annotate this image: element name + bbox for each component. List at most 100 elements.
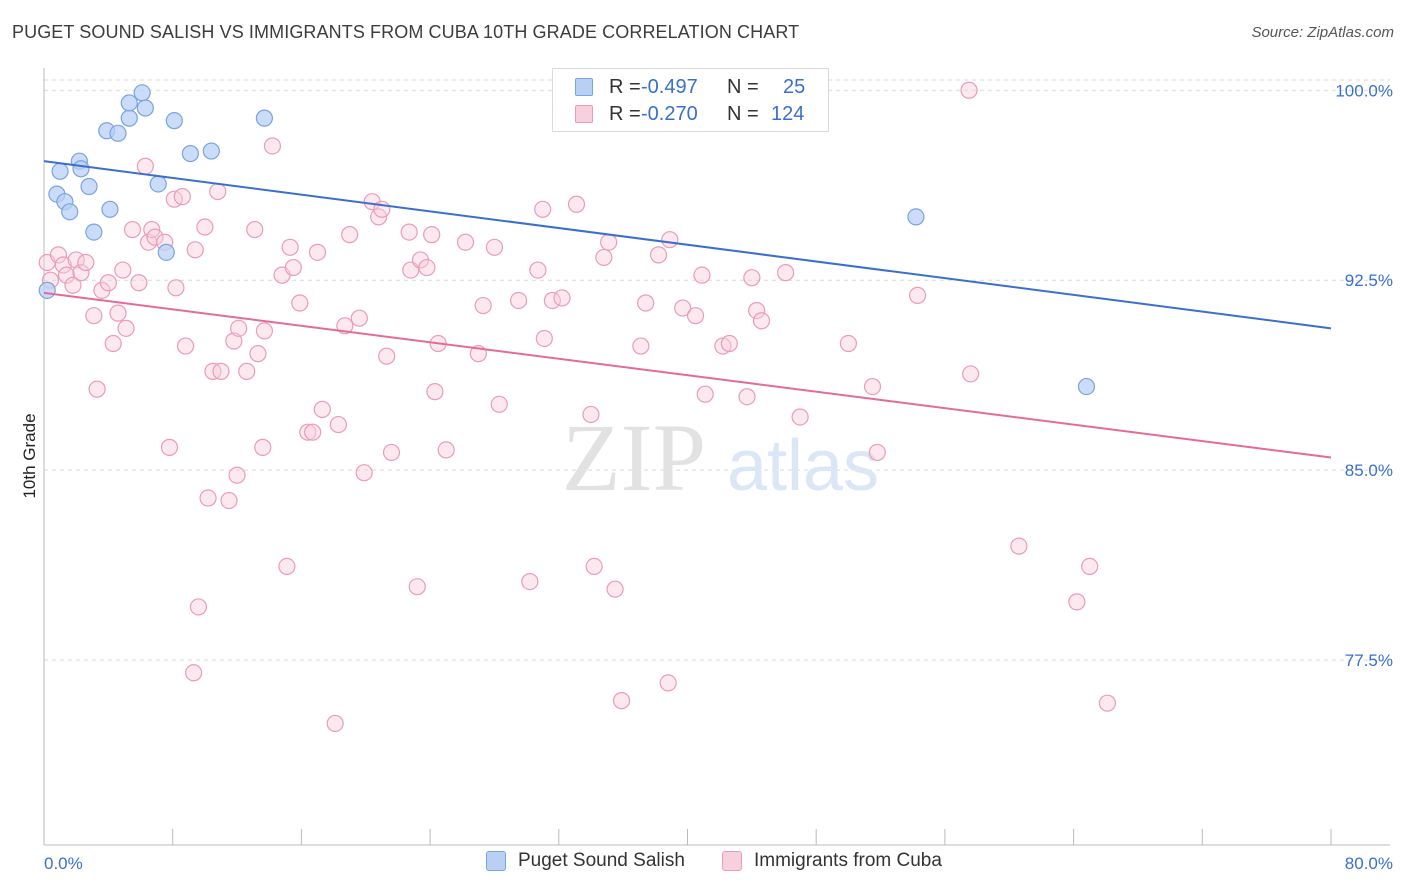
point-immigrants-from-cuba [114, 261, 132, 279]
watermark-atlas: atlas [727, 426, 879, 506]
n-label: N = [727, 75, 759, 98]
legend-label-salish: Puget Sound Salish [518, 850, 685, 871]
r-label: R = [609, 75, 641, 98]
point-puget-sound-salish [1077, 377, 1096, 396]
point-immigrants-from-cuba [326, 714, 344, 733]
n-label: N = [727, 102, 759, 125]
point-immigrants-from-cuba [308, 243, 327, 261]
point-immigrants-from-cuba [199, 489, 217, 507]
point-immigrants-from-cuba [535, 329, 553, 348]
legend-label-cuba: Immigrants from Cuba [754, 850, 942, 871]
point-immigrants-from-cuba [263, 137, 282, 155]
point-immigrants-from-cuba [176, 337, 195, 355]
point-immigrants-from-cuba [313, 400, 331, 418]
point-immigrants-from-cuba [130, 274, 148, 292]
legend-swatch-cuba [575, 105, 593, 123]
point-immigrants-from-cuba [378, 347, 396, 365]
point-immigrants-from-cuba [474, 296, 492, 315]
tick-labels: 100.0% 92.5% 85.0% 77.5% 0.0% 80.0% [44, 81, 1393, 873]
point-immigrants-from-cuba [109, 304, 127, 322]
legend-item-salish[interactable]: Puget Sound Salish [486, 850, 685, 872]
point-immigrants-from-cuba [553, 289, 571, 307]
point-immigrants-from-cuba [281, 238, 299, 256]
point-immigrants-from-cuba [341, 226, 359, 244]
point-immigrants-from-cuba [160, 438, 179, 456]
point-immigrants-from-cuba [249, 345, 267, 363]
n-value-cuba: 124 [771, 102, 805, 125]
point-puget-sound-salish [109, 124, 127, 142]
point-puget-sound-salish [181, 144, 199, 163]
point-puget-sound-salish [136, 99, 154, 117]
point-puget-sound-salish [255, 109, 273, 127]
legend-swatch-salish [575, 78, 593, 96]
y-tick-label: 77.5% [1345, 651, 1393, 670]
y-tick-label: 85.0% [1345, 461, 1393, 480]
point-immigrants-from-cuba [649, 246, 668, 264]
point-puget-sound-salish [165, 112, 183, 130]
point-immigrants-from-cuba [529, 261, 547, 279]
point-immigrants-from-cuba [350, 309, 368, 327]
point-immigrants-from-cuba [230, 319, 248, 337]
point-puget-sound-salish [149, 175, 167, 193]
point-immigrants-from-cuba [743, 269, 761, 287]
point-immigrants-from-cuba [485, 238, 504, 256]
point-immigrants-from-cuba [254, 438, 272, 456]
point-immigrants-from-cuba [863, 377, 882, 396]
point-immigrants-from-cuba [88, 380, 106, 398]
point-immigrants-from-cuba [791, 408, 809, 426]
trend-line-cuba [43, 291, 1332, 459]
point-immigrants-from-cuba [868, 443, 886, 462]
point-puget-sound-salish [120, 109, 138, 127]
point-immigrants-from-cuba [748, 302, 766, 320]
point-immigrants-from-cuba [72, 264, 90, 282]
point-puget-sound-salish [907, 208, 925, 226]
point-immigrants-from-cuba [329, 415, 348, 434]
point-immigrants-from-cuba [185, 664, 203, 682]
point-immigrants-from-cuba [57, 266, 76, 284]
point-immigrants-from-cuba [336, 317, 354, 335]
watermark: ZIP atlas [562, 404, 879, 511]
point-immigrants-from-cuba [123, 220, 142, 239]
point-immigrants-from-cuba [423, 226, 441, 244]
legend-item-cuba[interactable]: Immigrants from Cuba [722, 850, 942, 872]
point-immigrants-from-cuba [543, 291, 561, 310]
point-immigrants-from-cuba [962, 365, 980, 383]
point-immigrants-from-cuba [117, 319, 135, 337]
point-immigrants-from-cuba [418, 258, 436, 277]
point-immigrants-from-cuba [509, 291, 528, 310]
point-immigrants-from-cuba [582, 405, 600, 424]
point-immigrants-from-cuba [777, 264, 795, 282]
point-immigrants-from-cuba [225, 332, 243, 350]
point-immigrants-from-cuba [54, 256, 72, 274]
y-axis-title: 10th Grade [20, 413, 39, 499]
point-immigrants-from-cuba [408, 578, 426, 596]
chart-source: Source: ZipAtlas.com [1251, 24, 1394, 41]
point-immigrants-from-cuba [186, 241, 204, 259]
point-immigrants-from-cuba [291, 294, 309, 312]
point-immigrants-from-cuba [64, 276, 82, 294]
legend-swatch-salish [486, 851, 506, 871]
point-immigrants-from-cuba [908, 286, 927, 305]
point-immigrants-from-cuba [595, 248, 613, 267]
point-immigrants-from-cuba [238, 362, 256, 380]
point-immigrants-from-cuba [839, 334, 857, 353]
point-immigrants-from-cuba [167, 279, 185, 297]
r-value-salish: -0.497 [641, 75, 698, 98]
legend-swatch-cuba [722, 851, 742, 871]
point-immigrants-from-cuba [738, 388, 756, 406]
point-puget-sound-salish [120, 94, 138, 112]
point-immigrants-from-cuba [85, 307, 103, 325]
series-puget-sound-salish [38, 84, 1096, 396]
point-immigrants-from-cuba [606, 580, 624, 598]
point-immigrants-from-cuba [196, 218, 214, 236]
point-immigrants-from-cuba [437, 441, 455, 459]
point-immigrants-from-cuba [278, 557, 296, 576]
r-value-cuba: -0.270 [641, 102, 698, 125]
point-puget-sound-salish [85, 223, 103, 241]
y-tick-label: 100.0% [1335, 81, 1393, 100]
point-immigrants-from-cuba [299, 423, 317, 441]
point-puget-sound-salish [51, 162, 69, 180]
point-immigrants-from-cuba [382, 443, 401, 462]
point-puget-sound-salish [157, 243, 175, 261]
